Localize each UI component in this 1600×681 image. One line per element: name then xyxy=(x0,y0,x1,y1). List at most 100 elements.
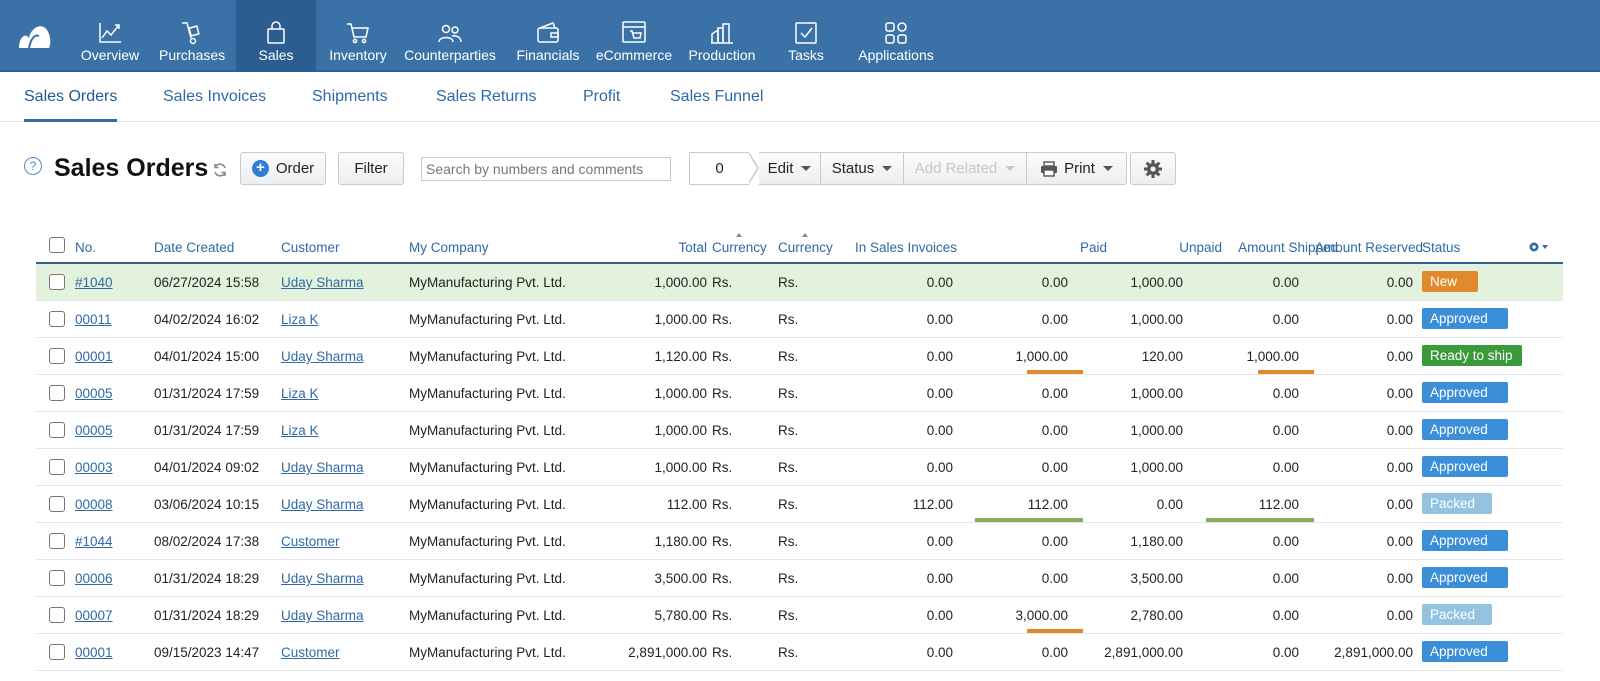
order-number-link[interactable]: 00003 xyxy=(75,460,113,475)
table-row[interactable]: 00003 04/01/2024 09:02 Uday Sharma MyManufa… xyxy=(36,449,1563,486)
table-row[interactable]: 00001 04/01/2024 15:00 Uday Sharma MyManufa… xyxy=(36,338,1563,375)
row-checkbox[interactable] xyxy=(49,533,65,549)
header-currency-1[interactable]: Currency xyxy=(712,233,767,255)
header-total[interactable]: Total xyxy=(678,240,707,255)
customer-link[interactable]: Uday Sharma xyxy=(281,275,364,290)
status-badge[interactable]: Approved xyxy=(1422,530,1508,551)
row-checkbox[interactable] xyxy=(49,607,65,623)
nav-item-production[interactable]: Production xyxy=(686,0,758,72)
table-row[interactable]: 00006 01/31/2024 18:29 Uday Sharma MyManufa… xyxy=(36,560,1563,597)
row-checkbox[interactable] xyxy=(49,570,65,586)
status-badge[interactable]: Approved xyxy=(1422,567,1508,588)
customer-link[interactable]: Liza K xyxy=(281,386,319,401)
row-checkbox[interactable] xyxy=(49,311,65,327)
table-row[interactable]: #1040 06/27/2024 15:58 Uday Sharma MyManufa… xyxy=(36,264,1563,301)
order-number-link[interactable]: 00007 xyxy=(75,608,113,623)
header-in-sales-invoices[interactable]: In Sales Invoices xyxy=(855,240,958,255)
refresh-icon[interactable] xyxy=(212,162,228,178)
header-date-created[interactable]: Date Created xyxy=(154,240,235,255)
table-row[interactable]: 00011 04/02/2024 16:02 Liza K MyManufacturi… xyxy=(36,301,1563,338)
tab-sales-returns[interactable]: Sales Returns xyxy=(436,88,537,105)
order-number-link[interactable]: 00001 xyxy=(75,645,113,660)
nav-item-applications[interactable]: Applications xyxy=(846,0,946,72)
row-checkbox[interactable] xyxy=(49,644,65,660)
status-badge[interactable]: Packed xyxy=(1422,604,1492,625)
status-badge[interactable]: Approved xyxy=(1422,456,1508,477)
row-checkbox[interactable] xyxy=(49,274,65,290)
header-my-company[interactable]: My Company xyxy=(409,240,489,255)
header-customer[interactable]: Customer xyxy=(281,240,340,255)
tab-sales-orders[interactable]: Sales Orders xyxy=(24,88,118,122)
status-dropdown[interactable]: Status xyxy=(821,152,904,185)
tab-shipments[interactable]: Shipments xyxy=(312,88,388,105)
table-row[interactable]: 00005 01/31/2024 17:59 Liza K MyManufacturi… xyxy=(36,375,1563,412)
column-settings-icon[interactable] xyxy=(1527,240,1549,254)
customer-link[interactable]: Uday Sharma xyxy=(281,571,364,586)
edit-dropdown[interactable]: Edit xyxy=(759,152,821,185)
table-row[interactable]: #1044 08/02/2024 17:38 Customer MyManufactu… xyxy=(36,523,1563,560)
nav-item-sales[interactable]: Sales xyxy=(236,0,316,72)
print-dropdown[interactable]: Print xyxy=(1027,152,1127,185)
nav-item-purchases[interactable]: Purchases xyxy=(159,0,225,72)
status-badge[interactable]: Approved xyxy=(1422,419,1508,440)
tab-sales-invoices[interactable]: Sales Invoices xyxy=(163,88,267,105)
customer-link[interactable]: Uday Sharma xyxy=(281,497,364,512)
tab-sales-funnel[interactable]: Sales Funnel xyxy=(670,88,764,105)
help-icon[interactable]: ? xyxy=(24,157,42,175)
customer-link[interactable]: Uday Sharma xyxy=(281,608,364,623)
tab-profit[interactable]: Profit xyxy=(583,88,621,105)
row-checkbox[interactable] xyxy=(49,459,65,475)
paid-progress-bar xyxy=(975,518,1083,522)
settings-button[interactable] xyxy=(1130,152,1176,185)
status-badge[interactable]: Approved xyxy=(1422,308,1508,329)
row-checkbox[interactable] xyxy=(49,385,65,401)
status-badge[interactable]: Approved xyxy=(1422,641,1508,662)
header-paid[interactable]: Paid xyxy=(1079,240,1107,255)
nav-item-ecommerce[interactable]: eCommerce xyxy=(591,0,677,72)
nav-item-counterparties[interactable]: Counterparties xyxy=(400,0,500,72)
search-input[interactable] xyxy=(421,157,671,181)
nav-item-inventory[interactable]: Inventory xyxy=(318,0,398,72)
row-checkbox[interactable] xyxy=(49,496,65,512)
table-row[interactable]: 00008 03/06/2024 10:15 Uday Sharma MyManufa… xyxy=(36,486,1563,523)
customer-link[interactable]: Customer xyxy=(281,645,340,660)
status-badge[interactable]: Ready to ship xyxy=(1422,345,1522,366)
select-all-checkbox[interactable] xyxy=(49,237,65,253)
new-order-button[interactable]: + Order xyxy=(240,152,326,185)
status-badge[interactable]: Approved xyxy=(1422,382,1508,403)
nav-item-financials[interactable]: Financials xyxy=(512,0,584,72)
order-number-link[interactable]: #1040 xyxy=(75,275,113,290)
row-checkbox[interactable] xyxy=(49,422,65,438)
header-amount-reserved[interactable]: Amount Reserved xyxy=(1314,240,1423,255)
order-number-link[interactable]: 00005 xyxy=(75,423,113,438)
header-unpaid[interactable]: Unpaid xyxy=(1179,240,1222,255)
header-no[interactable]: No. xyxy=(75,240,97,255)
table-row[interactable]: 00005 01/31/2024 17:59 Liza K MyManufacturi… xyxy=(36,412,1563,449)
header-status[interactable]: Status xyxy=(1422,240,1461,255)
customer-link[interactable]: Liza K xyxy=(281,312,319,327)
table-row[interactable]: 00007 01/31/2024 18:29 Uday Sharma MyManufa… xyxy=(36,597,1563,634)
order-number-link[interactable]: 00005 xyxy=(75,386,113,401)
logo-icon[interactable] xyxy=(17,20,53,50)
order-number-link[interactable]: #1044 xyxy=(75,534,113,549)
customer-link[interactable]: Customer xyxy=(281,534,340,549)
currency-cell: Rs. xyxy=(778,275,799,290)
customer-link[interactable]: Uday Sharma xyxy=(281,460,364,475)
order-number-link[interactable]: 00011 xyxy=(75,312,112,327)
status-badge[interactable]: Packed xyxy=(1422,493,1492,514)
order-number-link[interactable]: 00001 xyxy=(75,349,113,364)
customer-link[interactable]: Liza K xyxy=(281,423,319,438)
nav-item-tasks[interactable]: Tasks xyxy=(770,0,842,72)
order-number-link[interactable]: 00006 xyxy=(75,571,113,586)
customer-link[interactable]: Uday Sharma xyxy=(281,349,364,364)
filter-button[interactable]: Filter xyxy=(338,152,404,185)
currency-cell: Rs. xyxy=(712,312,733,327)
header-currency-2[interactable]: Currency xyxy=(778,233,833,255)
row-checkbox[interactable] xyxy=(49,348,65,364)
order-number-link[interactable]: 00008 xyxy=(75,497,113,512)
currency-cell: Rs. xyxy=(712,275,733,290)
status-badge[interactable]: New xyxy=(1422,271,1478,292)
nav-item-overview[interactable]: Overview xyxy=(80,0,140,72)
table-row[interactable]: 00001 09/15/2023 14:47 Customer MyManufactu… xyxy=(36,634,1563,671)
header-amount-shipped[interactable]: Amount Shipped xyxy=(1238,240,1338,255)
